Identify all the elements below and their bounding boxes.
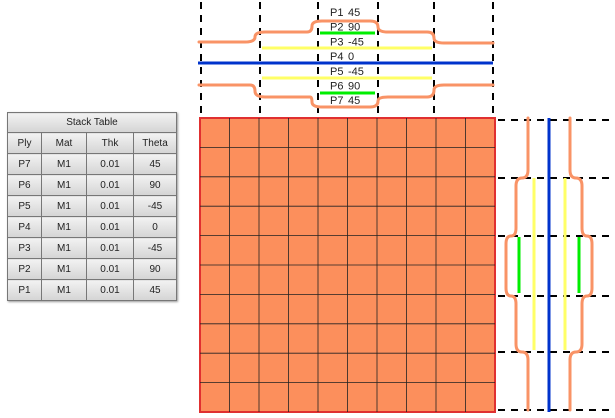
thickness-curve-left — [504, 116, 530, 412]
ply-angle-p4: 0 — [348, 51, 354, 63]
thickness-curve-top — [197, 19, 495, 45]
ply-angle-p7: 45 — [348, 95, 360, 107]
ply-angle-p6: 90 — [348, 81, 360, 93]
ply-label-p4: P4 — [330, 51, 343, 63]
column-header-ply: Ply — [7, 132, 42, 154]
table-cell: 0.01 — [86, 237, 134, 259]
column-header-theta: Theta — [133, 132, 177, 154]
ply-label-p7: P7 — [330, 95, 343, 107]
ply-label-p3: P3 — [330, 36, 343, 48]
table-cell: P5 — [7, 195, 42, 217]
ply-angle-p3: -45 — [348, 36, 364, 48]
ply-label-p5: P5 — [330, 66, 343, 78]
table-cell: 0.01 — [86, 174, 134, 196]
table-cell: M1 — [41, 216, 87, 238]
table-cell: 45 — [133, 153, 177, 175]
table-cell: P2 — [7, 258, 42, 280]
table-cell: 0.01 — [86, 216, 134, 238]
ply-angle-p1: 45 — [348, 7, 360, 19]
stack-table-title: Stack Table — [7, 112, 177, 133]
thickness-curve-bottom — [197, 83, 495, 109]
ply-label-p6: P6 — [330, 81, 343, 93]
table-cell: 0.01 — [86, 153, 134, 175]
table-cell: M1 — [41, 174, 87, 196]
stack-table: Stack Table Ply Mat Thk Theta P7 M1 0.01 45… — [7, 112, 177, 301]
table-cell: 90 — [133, 174, 177, 196]
ply-label-p1: P1 — [330, 7, 343, 19]
ply-label-p2: P2 — [330, 22, 343, 34]
ply-angle-p5: -45 — [348, 66, 364, 78]
table-row: P6 M1 0.01 90 — [7, 174, 177, 196]
table-cell: 0.01 — [86, 195, 134, 217]
thickness-curve-right — [568, 116, 594, 412]
table-cell: 0.01 — [86, 279, 134, 301]
table-cell: P7 — [7, 153, 42, 175]
table-row: P5 M1 0.01 -45 — [7, 195, 177, 217]
table-cell: -45 — [133, 195, 177, 217]
table-cell: M1 — [41, 153, 87, 175]
table-row: P1 M1 0.01 45 — [7, 279, 177, 301]
table-row: P4 M1 0.01 0 — [7, 216, 177, 238]
table-row: P7 M1 0.01 45 — [7, 153, 177, 175]
table-cell: 45 — [133, 279, 177, 301]
table-row: P3 M1 0.01 -45 — [7, 237, 177, 259]
ply-angle-p2: 90 — [348, 22, 360, 34]
table-cell: M1 — [41, 279, 87, 301]
table-cell: P3 — [7, 237, 42, 259]
table-cell: 0 — [133, 216, 177, 238]
